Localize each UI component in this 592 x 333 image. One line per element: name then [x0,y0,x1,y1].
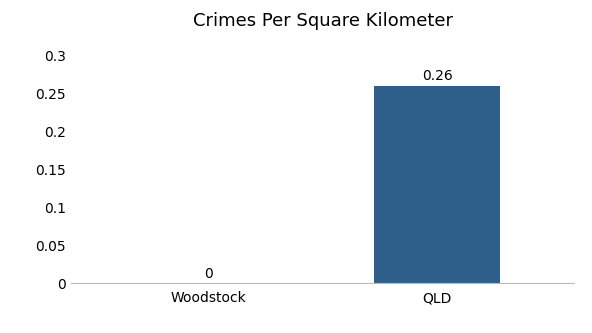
Bar [374,86,500,283]
Text: 0.26: 0.26 [422,69,452,83]
Text: 0: 0 [204,267,213,281]
Title: Crimes Per Square Kilometer: Crimes Per Square Kilometer [192,12,453,30]
